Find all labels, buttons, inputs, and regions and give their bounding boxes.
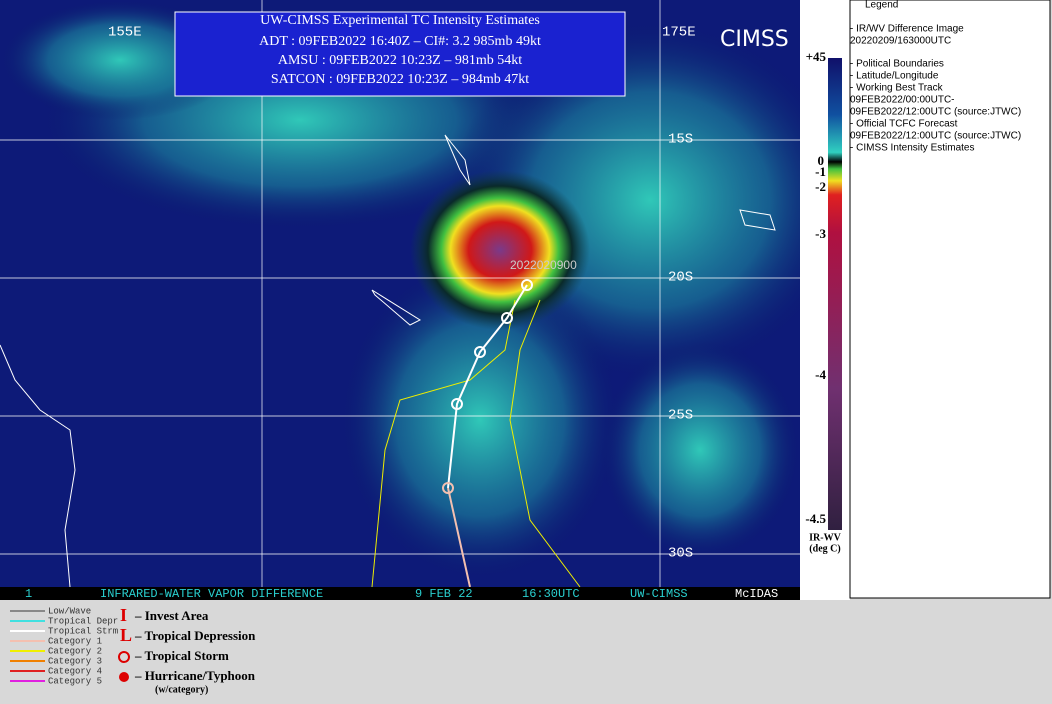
legend-item: - Latitude/Longitude: [850, 71, 939, 82]
forecast-track-td: [447, 487, 471, 588]
legend-panel: [849, 0, 1051, 599]
status-bar: [0, 587, 800, 600]
clouds: [0, 0, 850, 580]
key-label: – Invest Area: [134, 608, 209, 623]
colorbar-label: -2: [815, 179, 826, 194]
storm-symbols: [442, 279, 533, 494]
track-label: Category 4: [48, 666, 102, 676]
legend-item: - Official TCFC Forecast: [850, 119, 958, 130]
lat-label: 20S: [668, 270, 693, 286]
legend-item: - CIMSS Intensity Estimates: [850, 143, 974, 154]
legend-item: - IR/WV Difference Image: [850, 24, 964, 35]
track-label: 2022020900: [510, 258, 577, 272]
track-label: Category 2: [48, 646, 102, 656]
lat-label: 15S: [668, 132, 693, 148]
track-label: Low/Wave: [48, 606, 91, 616]
header-title: UW-CIMSS Experimental TC Intensity Estim…: [260, 13, 540, 28]
legend-items: - IR/WV Difference Image20220209/163000U…: [850, 24, 1021, 154]
lon-label: 155E: [108, 25, 142, 41]
lat-label: 30S: [668, 546, 693, 562]
ts-symbol: [118, 651, 130, 663]
track-label: Category 3: [48, 656, 102, 666]
islands: [371, 134, 776, 326]
forecast-track: [447, 284, 528, 489]
key-label: – Tropical Storm: [134, 648, 229, 663]
header-box: [174, 11, 626, 97]
key-note: (w/category): [155, 684, 208, 695]
track-label: Tropical Depr: [48, 616, 118, 626]
track-label: Category 5: [48, 676, 102, 686]
status-text: 9 FEB 22: [415, 587, 473, 601]
status-text: UW-CIMSS: [630, 587, 688, 601]
key-label: – Hurricane/Typhoon: [134, 668, 256, 683]
colorbar-label: 0: [818, 153, 825, 168]
legend-item: - Working Best Track: [850, 83, 944, 94]
invest-symbol: I: [120, 605, 127, 625]
legend-item: 09FEB2022/00:00UTC-: [850, 95, 955, 106]
colorbar-unit: (deg C): [809, 543, 840, 554]
track-label: Category 1: [48, 636, 102, 646]
colorbar-label: -3: [815, 226, 826, 241]
lon-label: 175E: [662, 25, 696, 41]
legend-item: 09FEB2022/12:00UTC (source:JTWC): [850, 131, 1021, 142]
legend-title: Legend: [865, 0, 898, 11]
lat-label: 25S: [668, 408, 693, 424]
status-text: McIDAS: [735, 587, 778, 601]
colorbar: [828, 58, 842, 530]
status-text: INFRARED-WATER VAPOR DIFFERENCE: [100, 587, 323, 601]
header-line: AMSU : 09FEB2022 10:23Z – 981mb 54kt: [278, 53, 522, 68]
track-label: Tropical Strm: [48, 626, 118, 636]
header-line: SATCON : 09FEB2022 10:23Z – 984mb 47kt: [271, 72, 529, 87]
key-label: – Tropical Depression: [134, 628, 256, 643]
colorbar-unit: IR-WV: [809, 532, 841, 543]
td-symbol: L: [120, 625, 132, 645]
colorbar-label: -4: [815, 367, 826, 382]
status-text: 1: [25, 587, 32, 601]
legend-item: 20220209/163000UTC: [850, 36, 951, 47]
legend-item: 09FEB2022/12:00UTC (source:JTWC): [850, 107, 1021, 118]
forecast-cone: [371, 299, 581, 588]
status-text: 16:30UTC: [522, 587, 580, 601]
lat-lon-grid: [0, 0, 800, 587]
cimss-logo: CIMSS: [720, 27, 789, 52]
colorbar-label: -4.5: [805, 511, 826, 526]
header-line: ADT : 09FEB2022 16:40Z – CI#: 3.2 985mb …: [259, 34, 541, 49]
hurricane-symbol: [119, 672, 129, 682]
legend-item: - Political Boundaries: [850, 59, 944, 70]
colorbar-label: -1: [815, 164, 826, 179]
colorbar-label: +45: [806, 49, 827, 64]
coastline: [0, 344, 76, 588]
